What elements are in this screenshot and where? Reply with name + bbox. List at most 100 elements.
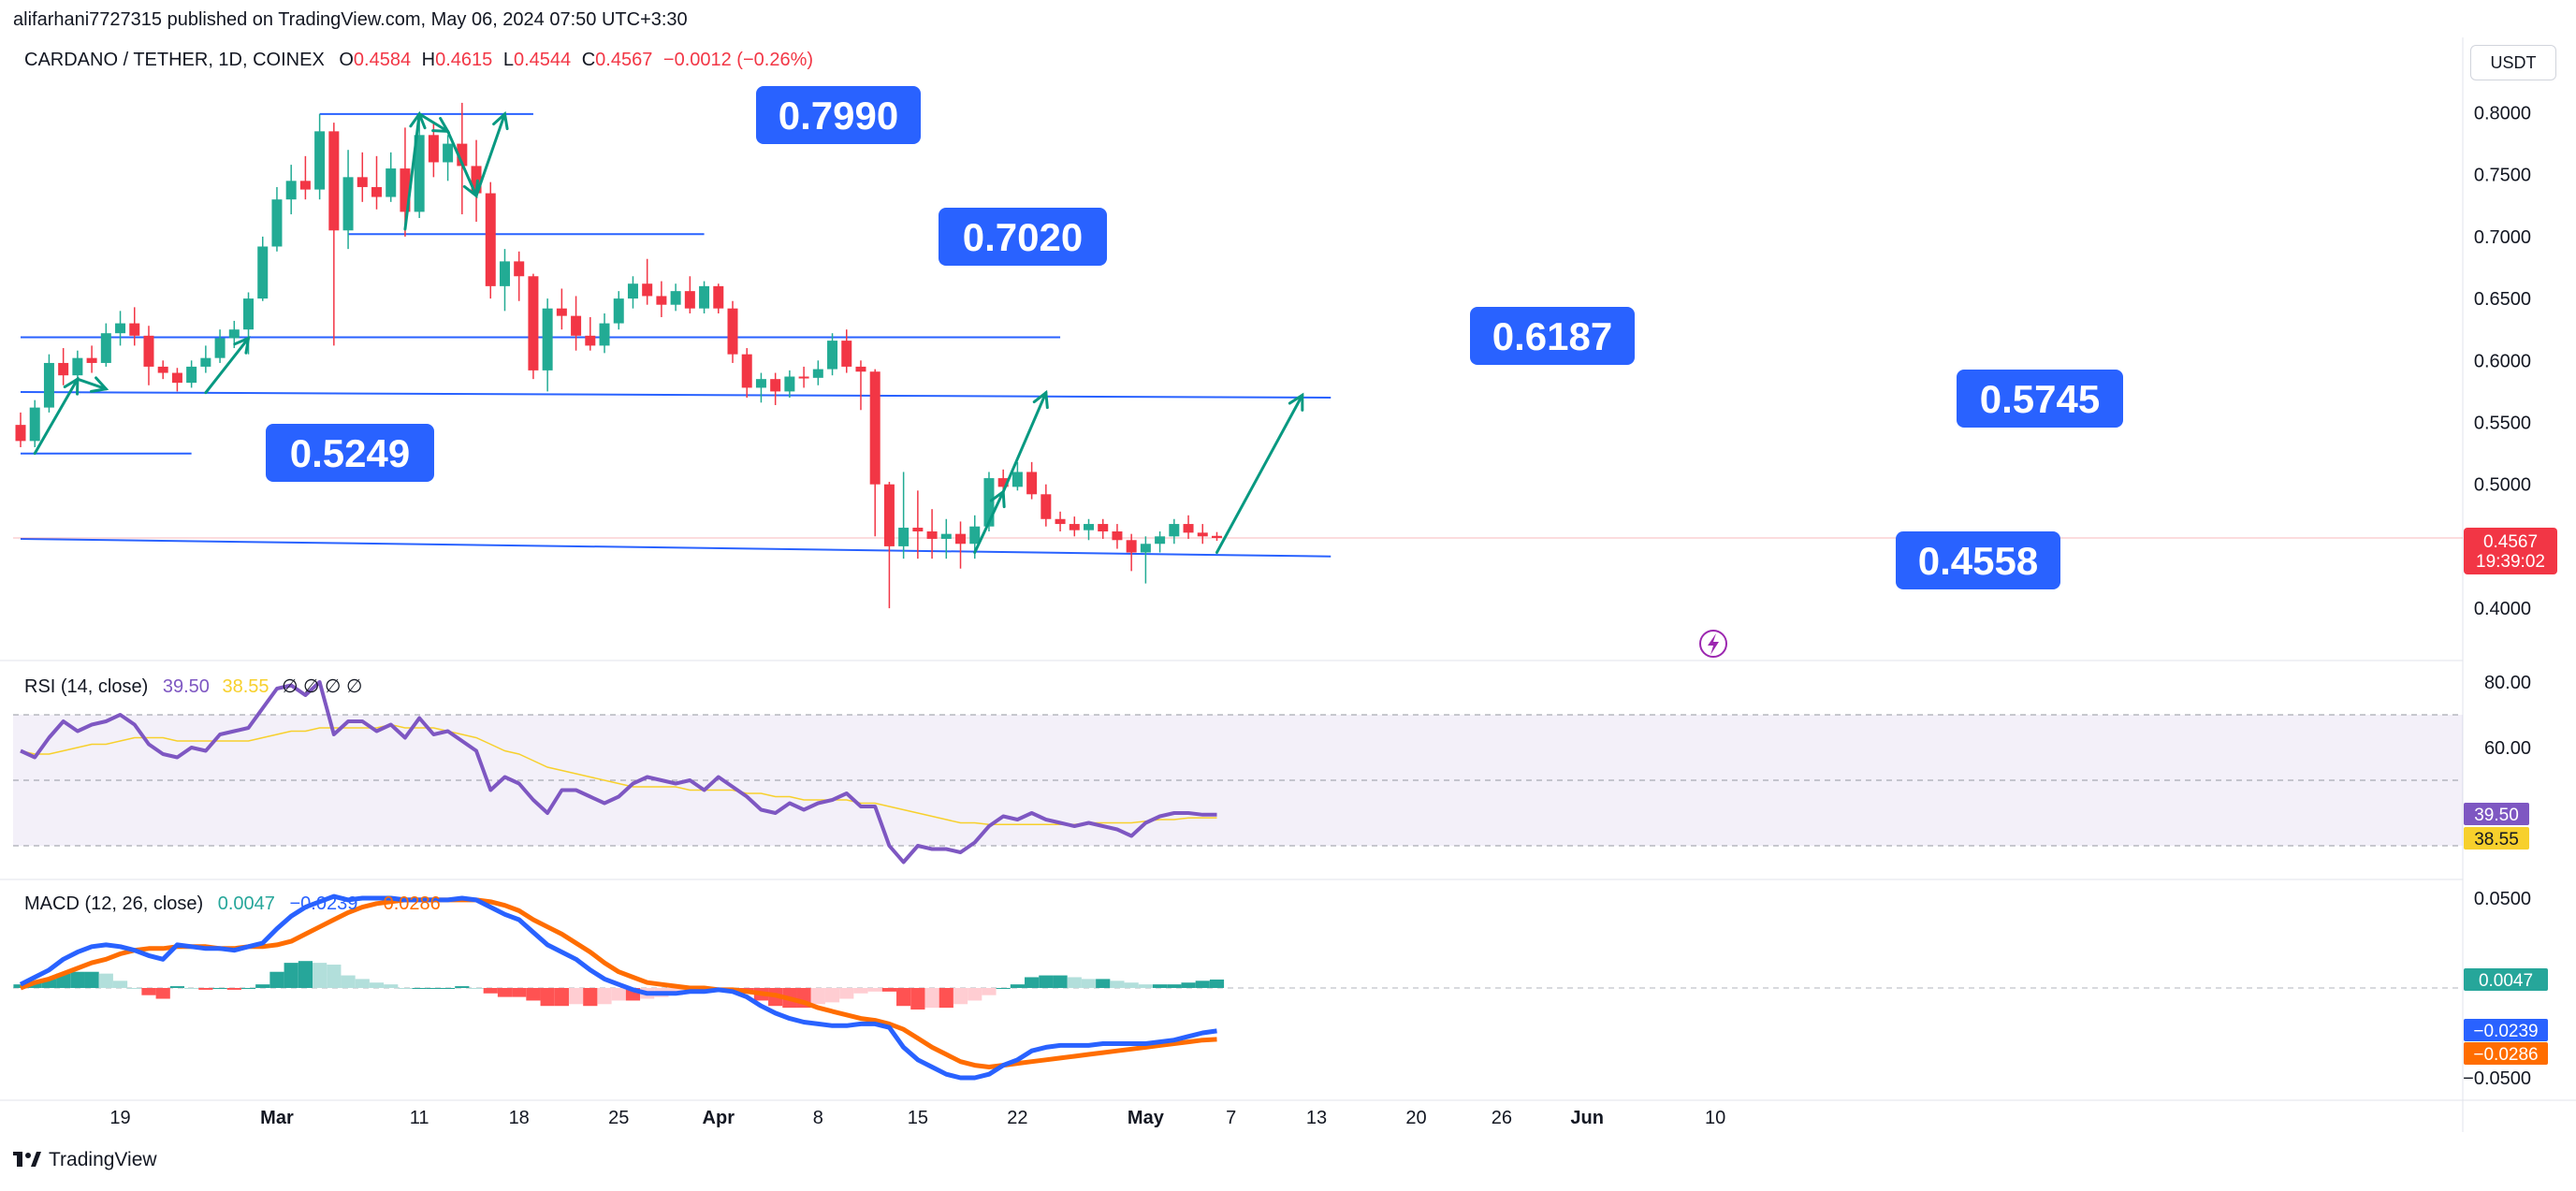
macd-tick-label: 0.0500 xyxy=(2474,889,2531,909)
rsi-ma-box xyxy=(2464,827,2529,850)
rsi-pane: 80.00 60.00 39.50 38.55 xyxy=(13,673,2531,864)
candle-body xyxy=(1169,524,1180,537)
candle-body xyxy=(86,357,97,363)
time-tick-label: 13 xyxy=(1306,1108,1327,1128)
main-legend: CARDANO / TETHER, 1D, COINEX O0.4584 H0.… xyxy=(24,50,813,71)
macd-histogram-bar xyxy=(341,975,356,988)
candle-body xyxy=(713,285,724,309)
ohlc-close-label: C xyxy=(581,50,596,70)
time-tick-label: Jun xyxy=(1570,1108,1604,1128)
countdown-text: 19:39:02 xyxy=(2476,552,2545,572)
macd-histogram-bar xyxy=(84,971,99,988)
macd-histogram-bar xyxy=(1067,977,1082,988)
level-label-box xyxy=(939,208,1107,266)
currency-button[interactable]: USDT xyxy=(2470,45,2556,80)
candle-body xyxy=(542,308,553,370)
macd-histogram-bar xyxy=(269,971,284,988)
candle-body xyxy=(741,354,752,388)
macd-histogram-bar xyxy=(540,988,555,1007)
rsi-title[interactable]: RSI (14, close) xyxy=(24,676,149,697)
candle-body xyxy=(1055,518,1066,525)
symbol-title[interactable]: CARDANO / TETHER, 1D, COINEX xyxy=(24,50,325,70)
candle-body xyxy=(129,323,140,336)
level-label-text: 0.7990 xyxy=(779,94,898,138)
candle-body xyxy=(926,531,938,539)
macd-histogram-bar xyxy=(127,988,142,989)
arrow-line xyxy=(403,112,421,231)
candle-body xyxy=(855,366,866,372)
candle-body xyxy=(784,376,795,392)
candle-body xyxy=(15,425,26,442)
macd-histogram-bar xyxy=(27,982,42,988)
price-tick-label: 0.6500 xyxy=(2474,289,2531,310)
macd-histogram-bar xyxy=(867,988,882,992)
candle-body xyxy=(200,357,211,367)
rsi-value: 39.50 xyxy=(162,676,210,697)
ohlc-low-value: 0.4544 xyxy=(513,50,572,70)
time-tick-label: 7 xyxy=(1226,1108,1236,1128)
rsi-ma-line xyxy=(20,723,1217,826)
candle-body xyxy=(100,333,111,363)
candle-body xyxy=(485,193,496,286)
candle-body xyxy=(171,372,182,384)
level-label-box xyxy=(756,86,921,144)
level-label-text: 0.5249 xyxy=(290,431,410,475)
price-tick-label: 0.7500 xyxy=(2474,166,2531,186)
candle-body xyxy=(1026,472,1038,495)
macd-histogram-bar xyxy=(327,965,342,988)
time-tick-label: 20 xyxy=(1405,1108,1426,1128)
arrow-head xyxy=(1288,392,1304,412)
time-tick-label: Apr xyxy=(703,1108,735,1128)
macd-histogram-bar xyxy=(512,988,527,997)
candle-body xyxy=(983,478,995,527)
macd-histogram-bar xyxy=(939,988,953,1009)
macd-histogram-bar xyxy=(583,988,598,1007)
tradingview-logo[interactable]: TradingView xyxy=(13,1149,157,1171)
price-tick-label: 0.4000 xyxy=(2474,599,2531,619)
time-tick-label: 19 xyxy=(109,1108,130,1128)
candle-body xyxy=(883,484,895,546)
macd-histogram-bar xyxy=(824,988,840,1003)
tradingview-wordmark: TradingView xyxy=(49,1149,157,1170)
price-tick-label: 0.6000 xyxy=(2474,351,2531,371)
candle-body xyxy=(585,335,596,346)
macd-histogram-bar xyxy=(169,986,185,988)
arrow-line xyxy=(76,377,108,391)
candle-body xyxy=(627,283,638,299)
candle-body xyxy=(699,285,710,309)
macd-histogram-bar xyxy=(469,988,484,989)
time-tick-label: 22 xyxy=(1007,1108,1027,1128)
arrow-line xyxy=(204,336,251,395)
macd-histogram-bar xyxy=(155,988,170,999)
macd-histogram-bar xyxy=(1110,980,1125,988)
candle-body xyxy=(841,341,852,367)
macd-value-box xyxy=(2464,1019,2548,1041)
macd-histogram-bar xyxy=(284,963,298,988)
candle-body xyxy=(328,131,340,231)
arrow-line xyxy=(1215,393,1304,555)
candle-body xyxy=(1112,531,1123,541)
candle-body xyxy=(271,199,283,247)
macd-title[interactable]: MACD (12, 26, close) xyxy=(24,893,204,914)
rsi-legend: RSI (14, close) 39.50 38.55 ∅ ∅ ∅ ∅ xyxy=(24,675,362,698)
candle-body xyxy=(186,366,197,384)
candle-body xyxy=(1126,540,1137,553)
candle-body xyxy=(827,341,838,370)
candle-body xyxy=(285,181,297,200)
level-label-text: 0.6187 xyxy=(1492,314,1612,358)
macd-signal-label: −0.0286 xyxy=(2473,1045,2538,1065)
candle-body xyxy=(955,533,967,545)
rsi-value-box xyxy=(2464,803,2529,825)
candle-body xyxy=(1197,532,1208,537)
ohlc-high-label: H xyxy=(421,50,436,70)
candle-body xyxy=(613,298,624,324)
candle-body xyxy=(1211,535,1222,539)
arrow-head xyxy=(233,336,251,355)
macd-histogram-bar xyxy=(226,988,241,990)
candle-body xyxy=(314,131,326,190)
rsi-ma-label: 38.55 xyxy=(2474,830,2519,850)
level-label-text: 0.4558 xyxy=(1918,539,2038,583)
macd-histogram-bar xyxy=(1053,975,1068,988)
